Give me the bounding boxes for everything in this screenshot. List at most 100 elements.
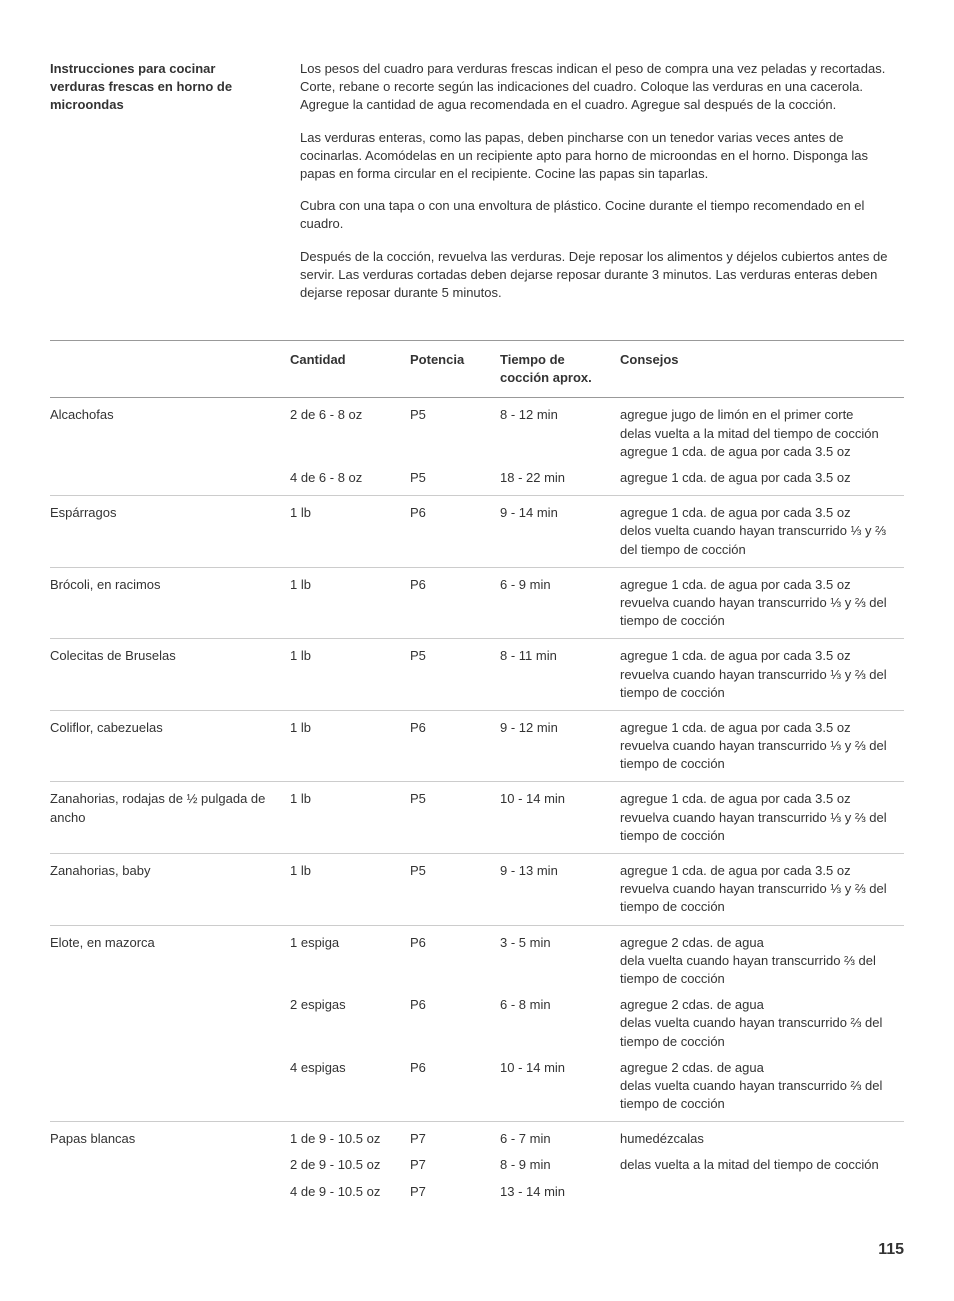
cell-time: 10 - 14 min [500, 1059, 620, 1122]
cell-qty: 1 lb [290, 496, 410, 568]
intro-paragraph: Los pesos del cuadro para verduras fresc… [300, 60, 904, 115]
cell-tips: agregue 1 cda. de agua por cada 3.5 ozre… [620, 639, 904, 711]
cell-tips: agregue 2 cdas. de aguadelas vuelta cuan… [620, 996, 904, 1059]
cell-tips [620, 1183, 904, 1209]
cell-qty: 1 lb [290, 567, 410, 639]
cell-time: 10 - 14 min [500, 782, 620, 854]
cell-time: 8 - 12 min [500, 398, 620, 469]
table-row: 2 espigasP66 - 8 minagregue 2 cdas. de a… [50, 996, 904, 1059]
cell-tips: agregue 1 cda. de agua por cada 3.5 ozre… [620, 567, 904, 639]
cell-qty: 1 lb [290, 782, 410, 854]
cell-name: Zanahorias, baby [50, 854, 290, 926]
cell-name: Brócoli, en racimos [50, 567, 290, 639]
table-row: Coliflor, cabezuelas1 lbP69 - 12 minagre… [50, 710, 904, 782]
table-row: 4 de 6 - 8 ozP518 - 22 minagregue 1 cda.… [50, 469, 904, 496]
intro-paragraph: Después de la cocción, revuelva las verd… [300, 248, 904, 303]
cell-name: Colecitas de Bruselas [50, 639, 290, 711]
cell-qty: 1 lb [290, 854, 410, 926]
cell-name: Espárragos [50, 496, 290, 568]
cell-time: 3 - 5 min [500, 925, 620, 996]
cell-tips: agregue 2 cdas. de aguadelas vuelta cuan… [620, 1059, 904, 1122]
cell-tips: agregue 2 cdas. de aguadela vuelta cuand… [620, 925, 904, 996]
cell-power: P7 [410, 1122, 500, 1157]
cell-time: 8 - 11 min [500, 639, 620, 711]
cooking-table: Cantidad Potencia Tiempo de cocción apro… [50, 340, 904, 1209]
cell-name [50, 1156, 290, 1182]
cell-tips: agregue 1 cda. de agua por cada 3.5 ozde… [620, 496, 904, 568]
cell-power: P5 [410, 398, 500, 469]
cell-power: P6 [410, 996, 500, 1059]
cell-name [50, 1183, 290, 1209]
table-row: 4 espigasP610 - 14 minagregue 2 cdas. de… [50, 1059, 904, 1122]
table-row: Elote, en mazorca1 espigaP63 - 5 minagre… [50, 925, 904, 996]
cell-time: 9 - 13 min [500, 854, 620, 926]
table-row: Colecitas de Bruselas1 lbP58 - 11 minagr… [50, 639, 904, 711]
cell-tips: agregue 1 cda. de agua por cada 3.5 oz [620, 469, 904, 496]
cell-tips: agregue jugo de limón en el primer corte… [620, 398, 904, 469]
cell-qty: 4 espigas [290, 1059, 410, 1122]
cell-time: 6 - 7 min [500, 1122, 620, 1157]
table-row: Papas blancas1 de 9 - 10.5 ozP76 - 7 min… [50, 1122, 904, 1157]
page-number: 115 [50, 1239, 904, 1261]
intro-paragraph: Cubra con una tapa o con una envoltura d… [300, 197, 904, 233]
cell-time: 8 - 9 min [500, 1156, 620, 1182]
col-header-time: Tiempo de cocción aprox. [500, 341, 620, 398]
cell-power: P6 [410, 1059, 500, 1122]
cell-power: P6 [410, 710, 500, 782]
cell-qty: 4 de 9 - 10.5 oz [290, 1183, 410, 1209]
cell-tips: agregue 1 cda. de agua por cada 3.5 ozre… [620, 782, 904, 854]
cell-qty: 1 espiga [290, 925, 410, 996]
cell-name: Elote, en mazorca [50, 925, 290, 996]
cell-tips: agregue 1 cda. de agua por cada 3.5 ozre… [620, 710, 904, 782]
cell-qty: 4 de 6 - 8 oz [290, 469, 410, 496]
table-row: Zanahorias, baby1 lbP59 - 13 minagregue … [50, 854, 904, 926]
cell-power: P5 [410, 782, 500, 854]
col-header-tips: Consejos [620, 341, 904, 398]
cell-time: 18 - 22 min [500, 469, 620, 496]
cell-name: Papas blancas [50, 1122, 290, 1157]
table-row: Brócoli, en racimos1 lbP66 - 9 minagregu… [50, 567, 904, 639]
table-row: 4 de 9 - 10.5 ozP713 - 14 min [50, 1183, 904, 1209]
cell-qty: 2 espigas [290, 996, 410, 1059]
cell-qty: 1 de 9 - 10.5 oz [290, 1122, 410, 1157]
cell-power: P7 [410, 1183, 500, 1209]
cell-qty: 1 lb [290, 710, 410, 782]
cell-qty: 2 de 6 - 8 oz [290, 398, 410, 469]
intro-text: Los pesos del cuadro para verduras fresc… [300, 60, 904, 316]
table-row: Alcachofas2 de 6 - 8 ozP58 - 12 minagreg… [50, 398, 904, 469]
cell-power: P5 [410, 639, 500, 711]
cell-name [50, 996, 290, 1059]
cell-time: 6 - 9 min [500, 567, 620, 639]
col-header-name [50, 341, 290, 398]
cell-tips: agregue 1 cda. de agua por cada 3.5 ozre… [620, 854, 904, 926]
table-row: 2 de 9 - 10.5 ozP78 - 9 mindelas vuelta … [50, 1156, 904, 1182]
cell-name [50, 1059, 290, 1122]
table-body: Alcachofas2 de 6 - 8 ozP58 - 12 minagreg… [50, 398, 904, 1209]
table-header-row: Cantidad Potencia Tiempo de cocción apro… [50, 341, 904, 398]
cell-qty: 1 lb [290, 639, 410, 711]
cell-time: 13 - 14 min [500, 1183, 620, 1209]
cell-time: 9 - 14 min [500, 496, 620, 568]
cell-qty: 2 de 9 - 10.5 oz [290, 1156, 410, 1182]
cell-power: P5 [410, 469, 500, 496]
cell-power: P5 [410, 854, 500, 926]
cell-power: P6 [410, 567, 500, 639]
table-row: Espárragos1 lbP69 - 14 minagregue 1 cda.… [50, 496, 904, 568]
section-title: Instrucciones para cocinar verduras fres… [50, 60, 270, 316]
col-header-power: Potencia [410, 341, 500, 398]
col-header-qty: Cantidad [290, 341, 410, 398]
cell-time: 9 - 12 min [500, 710, 620, 782]
cell-name: Coliflor, cabezuelas [50, 710, 290, 782]
cell-name: Zanahorias, rodajas de ½ pulgada de anch… [50, 782, 290, 854]
cell-name [50, 469, 290, 496]
cell-power: P6 [410, 925, 500, 996]
intro-paragraph: Las verduras enteras, como las papas, de… [300, 129, 904, 184]
cell-power: P6 [410, 496, 500, 568]
cell-tips: delas vuelta a la mitad del tiempo de co… [620, 1156, 904, 1182]
cell-tips: humedézcalas [620, 1122, 904, 1157]
cell-power: P7 [410, 1156, 500, 1182]
cell-name: Alcachofas [50, 398, 290, 469]
table-row: Zanahorias, rodajas de ½ pulgada de anch… [50, 782, 904, 854]
cell-time: 6 - 8 min [500, 996, 620, 1059]
header-row: Instrucciones para cocinar verduras fres… [50, 60, 904, 316]
